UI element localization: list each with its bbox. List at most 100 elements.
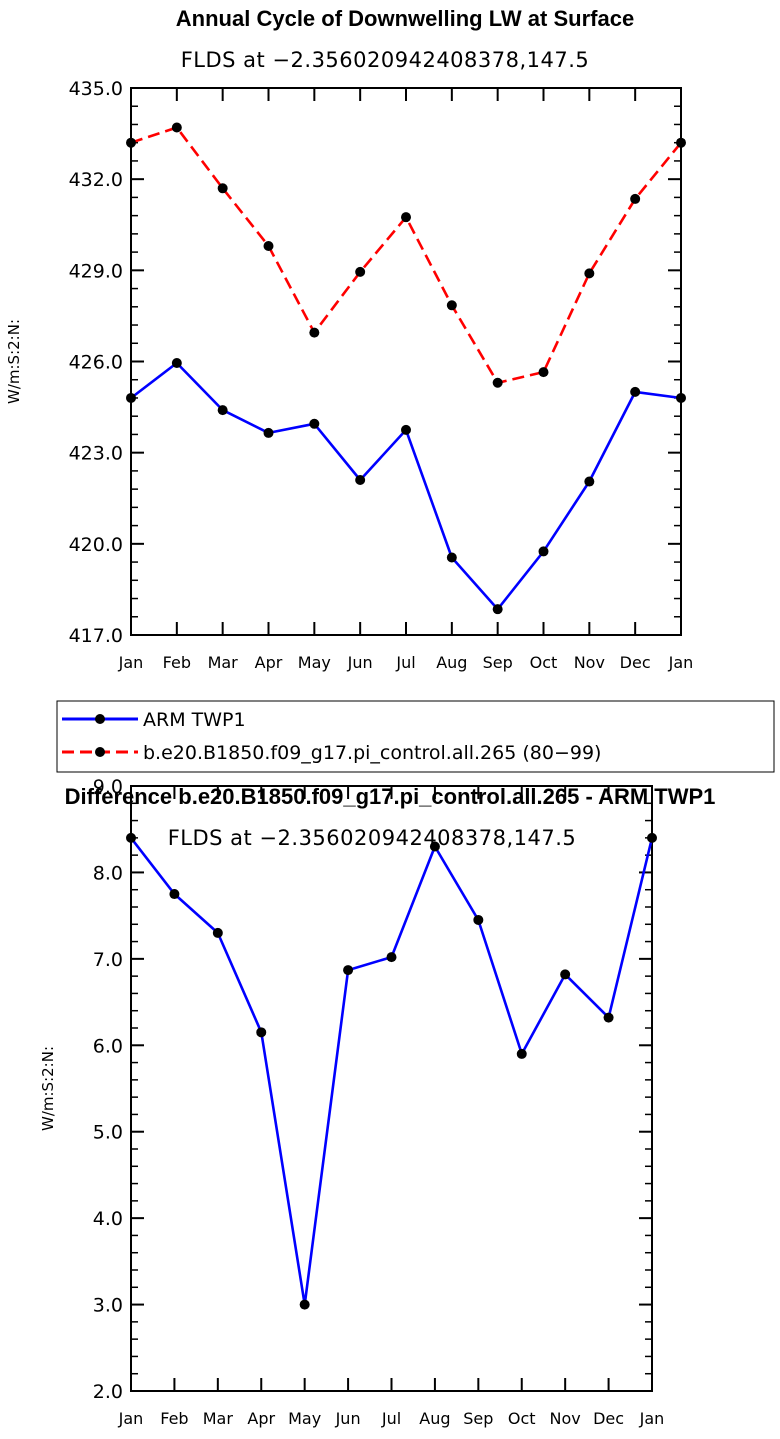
chart1-xtick-label: Jun: [347, 653, 373, 672]
chart1-xtick-label: Oct: [530, 653, 558, 672]
chart1-series-2-point: [401, 212, 411, 223]
chart1-ytick-label: 435.0: [69, 78, 123, 100]
chart2-ytick-label: 7.0: [93, 949, 123, 971]
chart2-series-1-point: [647, 832, 657, 843]
chart1-subtitle: FLDS at −2.356020942408378,147.5: [181, 48, 590, 72]
chart1-ytick-label: 429.0: [69, 260, 123, 282]
chart2-series-1-point: [126, 832, 136, 843]
chart2-series-1-point: [429, 841, 440, 852]
chart2-xtick-label: May: [288, 1409, 321, 1428]
chart2-xtick-label: Feb: [160, 1409, 188, 1428]
chart2-series-1-point: [473, 914, 484, 925]
chart2-xtick-label: Jan: [118, 1409, 144, 1428]
chart2-xtick-label: Sep: [463, 1409, 493, 1428]
chart1-series-1-point: [584, 476, 595, 487]
chart1-series-1-point: [492, 604, 503, 615]
chart1-xtick-label: Jan: [118, 653, 144, 672]
legend-label-series-2: b.e20.B1850.f09_g17.pi_control.all.265 (…: [143, 742, 601, 764]
chart1-xtick-label: Dec: [620, 653, 651, 672]
chart2-ytick-label: 3.0: [93, 1295, 123, 1317]
chart2-ytick-label: 4.0: [93, 1208, 123, 1230]
chart1-series-2-point: [538, 367, 549, 378]
chart1-series-1-point: [446, 552, 457, 563]
chart1-series-2-point: [309, 327, 320, 338]
chart2-series-1-point: [299, 1299, 310, 1310]
chart2-xtick-label: Jun: [335, 1409, 361, 1428]
legend: ARM TWP1 b.e20.B1850.f09_g17.pi_control.…: [56, 700, 775, 773]
chart1-series-1-point: [538, 546, 549, 557]
chart2-series-1-line: [129, 837, 654, 1306]
chart1-xtick-label: Aug: [436, 653, 467, 672]
chart2-series-1-point: [603, 1012, 614, 1023]
chart1-series-1-point: [126, 392, 136, 403]
chart1-xtick-label: Nov: [574, 653, 605, 672]
chart2-xtick-label: Aug: [419, 1409, 450, 1428]
chart2-series-1-point: [516, 1048, 527, 1059]
chart2-title: Difference b.e20.B1850.f09_g17.pi_contro…: [65, 784, 716, 809]
chart2-ytick-label: 5.0: [93, 1122, 123, 1144]
chart1-series-2-point: [492, 377, 503, 388]
legend-marker-series-2: [95, 747, 105, 757]
legend-marker-series-1: [95, 714, 105, 724]
chart2-xtick-label: Dec: [593, 1409, 624, 1428]
chart1-series-1-point: [217, 405, 228, 416]
chart1-series-1-point: [355, 475, 366, 486]
chart2-ytick-label: 8.0: [93, 862, 123, 884]
chart1-ytick-label: 432.0: [69, 169, 123, 191]
chart1-frame: [130, 87, 682, 636]
chart1-series-2-point: [446, 300, 457, 311]
chart1-series-1-point: [263, 427, 274, 438]
chart1-series-2-point: [355, 266, 366, 277]
chart1-xtick-label: Feb: [163, 653, 191, 672]
chart1-xtick-label: Sep: [483, 653, 513, 672]
chart2-series-1-point: [169, 889, 180, 900]
chart1-xtick-label: Jul: [395, 653, 415, 672]
chart1-ytick-label: 420.0: [69, 534, 123, 556]
chart1-ytick-label: 426.0: [69, 352, 123, 374]
chart1-xtick-label: Jan: [668, 653, 694, 672]
chart1-series-2-point: [676, 137, 686, 148]
chart2-ylabel: W/m:S:2:N:: [39, 1046, 57, 1131]
chart1-xtick-label: Apr: [255, 653, 283, 672]
chart1-series-1-point: [401, 424, 411, 435]
chart1-series-1-point: [630, 386, 641, 397]
chart1-series-2-point: [584, 268, 595, 279]
legend-label-series-1: ARM TWP1: [143, 709, 246, 731]
chart2-ytick-label: 2.0: [93, 1381, 123, 1403]
chart1-series-1-point: [171, 358, 182, 369]
chart2-plot: 2.0 3.0 4.0 5.0 6.0 7.0 8.0 9.0 Jan Feb Mar Apr May J…: [39, 776, 664, 1428]
chart2-subtitle: FLDS at −2.356020942408378,147.5: [168, 826, 577, 850]
chart2-series-1-point: [560, 969, 571, 980]
chart1-plot: 417.0 420.0 423.0 426.0 429.0 432.0 435.0 Jan Fe…: [5, 78, 693, 672]
chart1-xtick-label: Mar: [208, 653, 239, 672]
chart2-series-1-point: [256, 1027, 267, 1038]
chart1-series-2-point: [126, 137, 136, 148]
chart2-ytick-label: 9.0: [93, 776, 123, 798]
legend-box: [56, 700, 775, 773]
chart2-xtick-label: Apr: [247, 1409, 275, 1428]
chart2-xtick-label: Jan: [639, 1409, 665, 1428]
chart1-title: Annual Cycle of Downwelling LW at Surfac…: [176, 6, 634, 31]
chart1-xtick-label: May: [298, 653, 331, 672]
chart1-series-2-line: [130, 126, 683, 385]
chart2-series-1-point: [212, 927, 223, 938]
chart2-xtick-label: Oct: [508, 1409, 536, 1428]
chart1-ytick-label: 417.0: [69, 625, 123, 647]
chart1-ylabel: W/m:S:2:N:: [5, 319, 23, 404]
chart1-series-1-point: [676, 392, 686, 403]
chart2-series-1-point: [343, 965, 354, 976]
chart1-series-2-point: [263, 241, 274, 252]
chart2-xtick-label: Jul: [381, 1409, 401, 1428]
chart2-ytick-label: 6.0: [93, 1035, 123, 1057]
chart2-series-1-point: [386, 952, 397, 963]
chart2-xtick-label: Mar: [203, 1409, 234, 1428]
chart1-series-1-line: [130, 361, 682, 611]
chart2-xtick-label: Nov: [550, 1409, 581, 1428]
chart1-series-1-point: [309, 418, 320, 429]
chart1-series-2-point: [217, 183, 228, 194]
chart2-frame: [130, 785, 653, 1392]
chart1-series-2-point: [171, 122, 182, 133]
chart1-series-2-point: [630, 193, 641, 204]
chart1-ytick-label: 423.0: [69, 443, 123, 465]
